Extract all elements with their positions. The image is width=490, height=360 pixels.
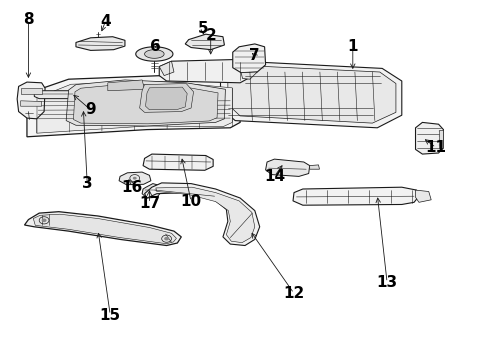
Text: 6: 6	[150, 39, 161, 54]
Polygon shape	[66, 80, 225, 126]
Polygon shape	[143, 154, 213, 170]
Polygon shape	[228, 66, 396, 123]
Circle shape	[164, 237, 169, 240]
Polygon shape	[140, 84, 194, 112]
Polygon shape	[266, 159, 310, 176]
Text: 16: 16	[122, 180, 143, 195]
Polygon shape	[37, 81, 232, 133]
Polygon shape	[21, 101, 42, 106]
Polygon shape	[108, 80, 145, 91]
Polygon shape	[293, 187, 419, 205]
Polygon shape	[416, 190, 431, 202]
Circle shape	[133, 177, 137, 180]
Text: 10: 10	[180, 194, 202, 209]
Text: 8: 8	[23, 12, 34, 27]
Polygon shape	[27, 76, 240, 137]
Circle shape	[42, 219, 47, 222]
Text: 5: 5	[198, 21, 209, 36]
Polygon shape	[185, 34, 224, 50]
Polygon shape	[33, 214, 176, 244]
Polygon shape	[136, 47, 173, 61]
Polygon shape	[241, 72, 257, 79]
Polygon shape	[159, 59, 250, 83]
Polygon shape	[146, 87, 187, 110]
Text: 15: 15	[99, 307, 121, 323]
Text: 2: 2	[205, 28, 216, 44]
Polygon shape	[17, 82, 45, 119]
Polygon shape	[34, 91, 74, 99]
Polygon shape	[416, 122, 443, 154]
Text: 14: 14	[264, 169, 285, 184]
Polygon shape	[145, 50, 164, 58]
Text: 7: 7	[249, 48, 260, 63]
Text: 13: 13	[376, 275, 398, 290]
Text: 17: 17	[139, 196, 160, 211]
Text: 11: 11	[426, 140, 446, 155]
Polygon shape	[119, 172, 151, 185]
Polygon shape	[21, 88, 42, 94]
Polygon shape	[439, 130, 443, 148]
Polygon shape	[156, 187, 255, 243]
Polygon shape	[220, 61, 402, 128]
Polygon shape	[310, 165, 319, 169]
Polygon shape	[159, 61, 174, 76]
Text: 1: 1	[347, 39, 358, 54]
Polygon shape	[233, 44, 266, 73]
Polygon shape	[24, 212, 181, 246]
Text: 4: 4	[100, 14, 111, 29]
Polygon shape	[145, 183, 260, 246]
Text: 12: 12	[283, 286, 305, 301]
Text: 9: 9	[85, 102, 96, 117]
Text: 3: 3	[82, 176, 93, 191]
Polygon shape	[142, 184, 162, 198]
Polygon shape	[74, 84, 218, 124]
Polygon shape	[76, 37, 125, 50]
